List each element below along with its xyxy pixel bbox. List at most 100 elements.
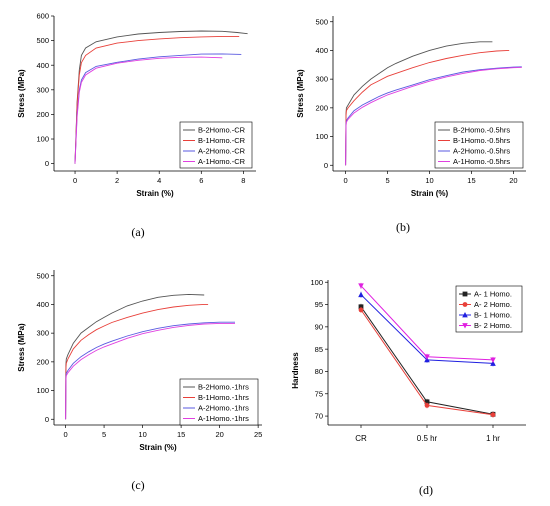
y-tick-label: 70	[315, 412, 323, 421]
series-line	[65, 321, 235, 420]
x-tick-label: 1 hr	[486, 434, 500, 443]
x-tick-label: 25	[254, 430, 262, 439]
y-tick-label: 0	[45, 159, 49, 168]
series-line	[74, 30, 248, 164]
series-line	[345, 66, 522, 166]
legend-d: A- 1 Homo.A- 2 Homo. B- 1 Homo.B- 2 Homo.	[455, 285, 523, 333]
legend-entry: B-1Homo.-CR	[198, 136, 246, 145]
series-line	[345, 49, 510, 166]
y-tick-label: 200	[36, 110, 49, 119]
y-axis-label: Stress (MPa)	[296, 69, 305, 118]
y-tick-label: 400	[36, 300, 49, 309]
legend-marker	[462, 291, 468, 297]
series-1	[65, 303, 209, 420]
y-tick-label: 100	[36, 135, 49, 144]
x-tick-label: 10	[425, 176, 433, 185]
legend-marker	[462, 312, 468, 318]
legend-entry: B-1Homo.-1hrs	[198, 393, 249, 402]
data-point	[490, 357, 496, 363]
series-2	[358, 291, 496, 367]
legend-entry: A-2Homo.-0.5hrs	[453, 147, 510, 156]
series-0	[65, 293, 205, 420]
legend-entry: A-2Homo.-CR	[198, 147, 246, 156]
y-tick-label: 90	[315, 322, 323, 331]
legend-a: B-2Homo.-CRB-1Homo.-CR A-2Homo.-CRA-1Homo…	[179, 121, 253, 169]
chart-panel-d: 70 75 80 85 90 95 100 CR 0.5 hr 1 hr Hardness A- 1 …	[291, 278, 526, 497]
x-tick-label: 0.5 hr	[417, 434, 438, 443]
legend-entry: A-1Homo.-CR	[198, 157, 246, 166]
legend-entry: A-1Homo.-0.5hrs	[453, 157, 510, 166]
x-tick-label: 10	[138, 430, 146, 439]
chart-panel-b: 0 100 200 300 400 500 0 5 10 15 20 Strain (%) Stress…	[296, 16, 526, 234]
legend-entry: A-2Homo.-1hrs	[198, 404, 249, 413]
legend-entry: B-2Homo.-1hrs	[198, 383, 249, 392]
series-3	[358, 282, 496, 363]
y-axis-label: Stress (MPa)	[17, 69, 26, 118]
data-point	[358, 307, 364, 313]
series-line	[74, 56, 223, 164]
chart-panel-c: 0 100 200 300 400 500 0 5 10 15 20 25 Strain (%) Stre…	[17, 270, 262, 492]
legend-entry: A-1Homo.-1hrs	[198, 414, 249, 423]
x-tick-label: 20	[509, 176, 517, 185]
y-tick-label: 100	[310, 278, 323, 287]
legend-entry: B-2Homo.-CR	[198, 126, 246, 135]
x-tick-label: 5	[102, 430, 106, 439]
series-0	[74, 30, 248, 164]
x-tick-label: 4	[157, 176, 161, 185]
y-tick-label: 500	[315, 17, 328, 26]
data-point	[424, 399, 430, 405]
data-point	[490, 360, 496, 366]
y-tick-label: 75	[315, 389, 323, 398]
legend-entry: B- 2 Homo.	[474, 321, 512, 330]
series-line	[65, 293, 205, 420]
legend-entry: A- 1 Homo.	[474, 290, 512, 299]
series-2	[65, 321, 235, 420]
series-line	[74, 35, 240, 164]
series-1	[358, 306, 496, 418]
legend-entry: B-1Homo.-0.5hrs	[453, 136, 510, 145]
y-tick-label: 0	[324, 161, 328, 170]
x-axis-label: Strain (%)	[136, 189, 174, 198]
series-2	[74, 53, 242, 164]
y-tick-label: 500	[36, 271, 49, 280]
legend-marker	[462, 323, 468, 329]
series-line	[65, 322, 235, 420]
panel-label-d: (d)	[419, 483, 433, 497]
series-3	[65, 322, 235, 420]
chart-panel-a: 0 100 200 300 400 500 600 0 2 4 6 8 Strain (%) Stress…	[17, 12, 256, 239]
x-tick-label: 6	[199, 176, 203, 185]
y-tick-label: 80	[315, 367, 323, 376]
data-point	[358, 304, 364, 310]
y-tick-label: 0	[45, 415, 49, 424]
x-tick-label: 0	[63, 430, 67, 439]
y-tick-label: 200	[315, 103, 328, 112]
legend-entry: A- 2 Homo.	[474, 300, 512, 309]
x-tick-label: 0	[73, 176, 77, 185]
y-tick-label: 300	[315, 75, 328, 84]
y-tick-label: 300	[36, 85, 49, 94]
series-line	[345, 41, 493, 166]
data-point	[424, 354, 430, 360]
x-tick-label: 2	[115, 176, 119, 185]
legend-marker	[462, 302, 468, 307]
axes-c: 0 100 200 300 400 500 0 5 10 15 20 25 Strain (%) Stre…	[17, 270, 262, 452]
data-point	[424, 402, 430, 408]
axes-d: 70 75 80 85 90 95 100 CR 0.5 hr 1 hr Hardness	[291, 278, 526, 443]
x-tick-label: 0	[344, 176, 348, 185]
panel-label-b: (b)	[396, 220, 410, 234]
series-1	[74, 35, 240, 164]
series-3	[74, 56, 223, 164]
series-1	[345, 49, 510, 166]
series-line	[74, 53, 242, 164]
y-axis-label: Hardness	[291, 352, 300, 389]
x-tick-label: 15	[177, 430, 185, 439]
panel-label-a: (a)	[131, 225, 144, 239]
x-tick-label: 15	[467, 176, 475, 185]
x-tick-label: 8	[241, 176, 245, 185]
panel-label-c: (c)	[131, 478, 144, 492]
y-tick-label: 100	[36, 386, 49, 395]
x-tick-label: 5	[385, 176, 389, 185]
